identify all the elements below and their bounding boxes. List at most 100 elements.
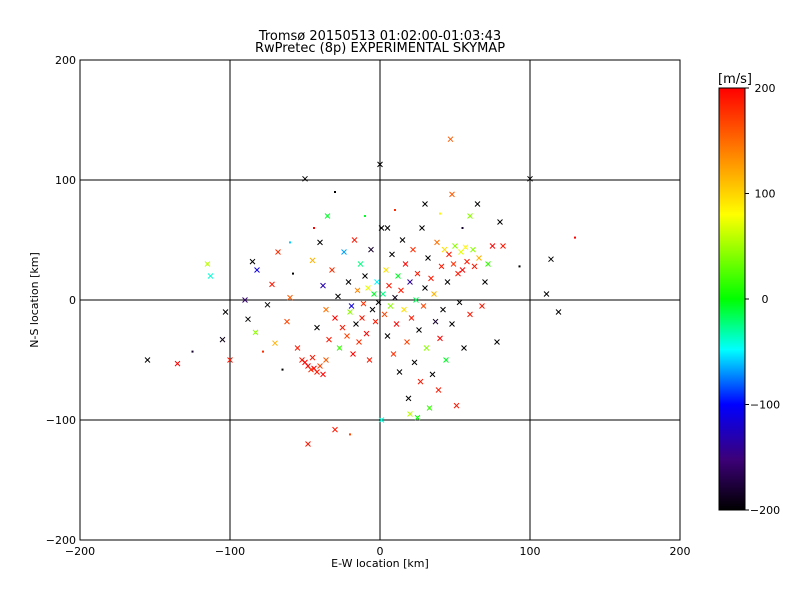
data-point xyxy=(335,293,341,300)
data-point xyxy=(396,369,403,375)
data-point xyxy=(294,345,301,351)
data-point xyxy=(497,219,503,225)
colorbar-tick-label: 200 xyxy=(755,82,776,95)
data-point xyxy=(334,191,336,193)
data-point xyxy=(417,378,424,385)
data-point xyxy=(438,263,445,270)
data-point xyxy=(362,273,368,279)
data-point xyxy=(332,315,338,321)
data-point xyxy=(339,324,346,331)
x-tick-label: −100 xyxy=(215,545,245,558)
data-point xyxy=(281,368,284,371)
data-point xyxy=(447,136,454,143)
data-point xyxy=(414,270,421,277)
data-point xyxy=(204,261,211,267)
data-point xyxy=(464,258,470,265)
chart-title: Tromsø 20150513 01:02:00-01:03:43 xyxy=(258,29,501,44)
scatter-points xyxy=(144,136,576,447)
data-point xyxy=(353,321,359,327)
data-point xyxy=(527,175,533,182)
data-point xyxy=(518,265,521,268)
data-point xyxy=(313,227,315,229)
data-point xyxy=(323,306,329,313)
data-point xyxy=(245,316,251,323)
data-point xyxy=(302,175,308,182)
grid xyxy=(80,60,680,540)
data-point xyxy=(317,363,323,369)
data-point xyxy=(386,282,392,289)
data-point xyxy=(320,371,326,378)
data-point xyxy=(309,354,316,361)
data-point xyxy=(384,225,391,231)
data-point xyxy=(449,321,455,327)
data-point xyxy=(467,213,473,219)
data-point xyxy=(429,371,436,378)
data-point xyxy=(407,411,413,417)
data-point xyxy=(252,329,259,336)
data-point xyxy=(408,315,415,321)
data-point xyxy=(356,339,362,345)
data-point xyxy=(461,227,464,229)
data-point xyxy=(144,357,151,363)
data-point xyxy=(405,395,412,402)
data-point xyxy=(287,294,293,301)
data-point xyxy=(389,251,395,258)
data-point xyxy=(377,161,383,168)
data-point xyxy=(275,249,281,255)
data-point xyxy=(350,351,356,357)
data-point xyxy=(345,279,352,285)
data-point xyxy=(414,414,421,421)
data-point xyxy=(500,243,506,249)
data-point xyxy=(434,239,440,246)
data-point xyxy=(411,359,418,366)
data-point xyxy=(219,336,226,343)
data-point xyxy=(399,237,406,243)
data-point xyxy=(489,243,496,249)
data-point xyxy=(394,209,396,211)
data-point xyxy=(227,357,233,363)
data-point xyxy=(437,335,443,342)
data-point xyxy=(450,261,457,267)
data-point xyxy=(375,299,382,306)
data-point xyxy=(378,417,385,423)
data-point xyxy=(249,258,256,265)
data-point xyxy=(410,246,416,253)
colorbar-tick-label: −100 xyxy=(750,399,780,412)
x-tick-label: −200 xyxy=(65,545,95,558)
data-point xyxy=(191,350,194,353)
data-point xyxy=(422,285,428,291)
y-axis: −200 −100 0 100 200 xyxy=(46,54,76,547)
data-point xyxy=(344,333,350,339)
data-point xyxy=(443,357,449,363)
data-point xyxy=(398,287,404,294)
data-point xyxy=(432,318,439,325)
data-point xyxy=(269,281,275,288)
plot-frame xyxy=(79,59,681,541)
x-axis: −200 −100 0 100 200 xyxy=(65,545,691,558)
data-point xyxy=(378,225,385,231)
data-point xyxy=(314,324,320,331)
data-point xyxy=(380,291,386,297)
data-point xyxy=(574,236,576,239)
data-point xyxy=(326,336,332,343)
data-point xyxy=(323,357,329,363)
data-point xyxy=(374,279,380,285)
data-point xyxy=(242,297,248,303)
data-point xyxy=(446,251,452,258)
data-point xyxy=(543,291,550,297)
data-point xyxy=(369,306,376,313)
data-point xyxy=(351,237,358,243)
data-point xyxy=(341,249,347,255)
data-point xyxy=(366,357,373,363)
data-point xyxy=(452,243,458,249)
data-point xyxy=(426,405,433,411)
data-point xyxy=(459,267,466,273)
data-point xyxy=(441,246,448,253)
data-point xyxy=(471,263,478,270)
data-point xyxy=(428,275,434,282)
data-point xyxy=(354,287,361,294)
data-point xyxy=(416,327,422,333)
data-point xyxy=(292,272,294,275)
data-point xyxy=(309,257,316,264)
data-point xyxy=(467,311,473,318)
